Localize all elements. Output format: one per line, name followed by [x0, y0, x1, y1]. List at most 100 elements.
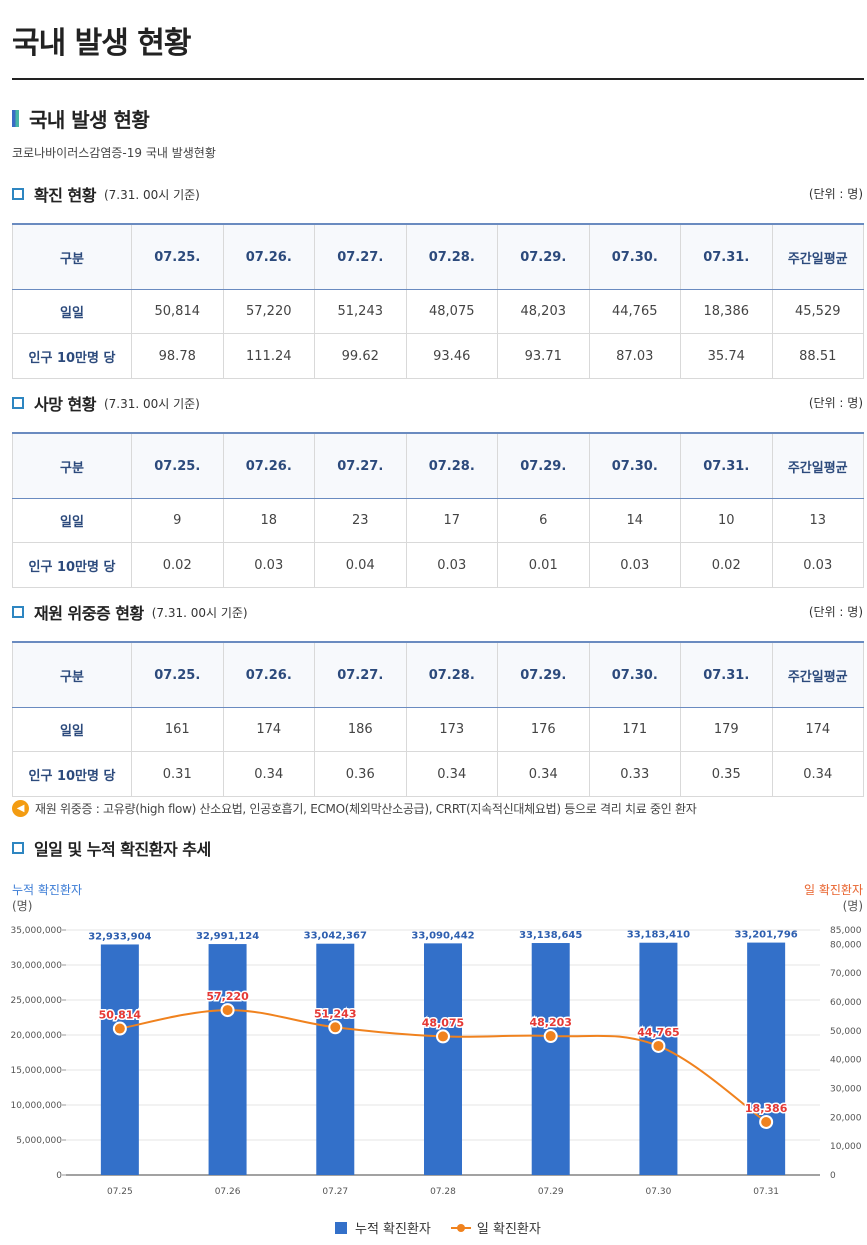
table-header-row: 구분 07.25. 07.26. 07.27. 07.28. 07.29. 07… — [12, 432, 864, 499]
header-cell: 07.27. — [314, 223, 407, 290]
table-header-row: 구분 07.25. 07.26. 07.27. 07.28. 07.29. 07… — [12, 223, 864, 290]
row-label: 인구 10만명 당 — [12, 542, 132, 588]
table-cell: 174 — [771, 707, 864, 752]
header-cell: 07.25. — [131, 223, 224, 290]
left-tick-label: 35,000,000 — [10, 926, 62, 936]
table-cell: 18,386 — [680, 289, 773, 334]
confirmed-title: 확진 현황 — [34, 186, 96, 205]
table-cell: 6 — [497, 498, 590, 543]
table-cell: 48,203 — [497, 289, 590, 334]
table-row: 일일 9 18 23 17 6 14 10 13 — [12, 498, 864, 543]
right-tick-label: 50,000 — [830, 1027, 862, 1037]
left-tick-label: 15,000,000 — [10, 1066, 62, 1076]
right-tick-label: 20,000 — [830, 1113, 862, 1123]
table-cell: 161 — [131, 707, 224, 752]
header-cell: 07.26. — [222, 432, 315, 499]
header-cell: 07.28. — [405, 223, 498, 290]
bar-cumulative — [208, 944, 247, 1175]
section-description: 코로나바이러스감염증-19 국내 발생현황 — [12, 146, 216, 160]
critical-note: (7.31. 00시 기준) — [151, 605, 248, 620]
bar-value-label: 33,183,410 — [627, 930, 690, 941]
row-label: 일일 — [12, 498, 132, 543]
table-cell: 0.03 — [588, 542, 681, 588]
header-cell: 07.28. — [405, 432, 498, 499]
x-tick-label: 07.27 — [322, 1187, 348, 1197]
left-axis-title: 누적 확진환자 — [12, 883, 82, 897]
square-bullet-icon — [12, 188, 24, 200]
line-point — [651, 1038, 666, 1053]
page-title: 국내 발생 현황 — [12, 26, 191, 61]
bar-cumulative — [316, 943, 355, 1175]
x-tick-label: 07.26 — [215, 1187, 241, 1197]
left-axis-unit: (명) — [12, 899, 32, 913]
row-label: 일일 — [12, 707, 132, 752]
table-row: 인구 10만명 당 0.02 0.03 0.04 0.03 0.01 0.03 … — [12, 542, 864, 588]
right-tick-label: 60,000 — [830, 998, 862, 1008]
confirmed-unit: (단위 : 명) — [808, 187, 863, 201]
table-row: 일일 50,814 57,220 51,243 48,075 48,203 44… — [12, 289, 864, 334]
left-tick-label: 20,000,000 — [10, 1031, 62, 1041]
right-tick-label: 40,000 — [830, 1056, 862, 1066]
table-cell: 0.04 — [314, 542, 407, 588]
header-cell: 주간일평균 — [771, 432, 864, 499]
x-tick-label: 07.29 — [538, 1187, 564, 1197]
line-value-label: 48,203 — [529, 1016, 571, 1029]
table-cell: 87.03 — [588, 333, 681, 379]
line-value-label: 18,386 — [745, 1102, 788, 1115]
table-cell: 10 — [680, 498, 773, 543]
deaths-title: 사망 현황 — [34, 395, 96, 414]
table-cell: 17 — [405, 498, 498, 543]
row-label: 인구 10만명 당 — [12, 333, 132, 379]
header-cell: 07.27. — [314, 432, 407, 499]
line-value-label: 50,814 — [99, 1009, 142, 1022]
table-cell: 0.34 — [771, 751, 864, 797]
table-row: 일일 161 174 186 173 176 171 179 174 — [12, 707, 864, 752]
deaths-heading: 사망 현황 (7.31. 00시 기준) — [12, 391, 200, 415]
table-cell: 0.03 — [405, 542, 498, 588]
table-cell: 88.51 — [771, 333, 864, 379]
section-title: 국내 발생 현황 — [12, 104, 150, 133]
table-cell: 99.62 — [314, 333, 407, 379]
left-tick-label: 25,000,000 — [10, 996, 62, 1006]
line-legend-swatch — [450, 1223, 471, 1232]
bar-legend-swatch — [335, 1221, 347, 1234]
table-cell: 13 — [771, 498, 864, 543]
x-tick-label: 07.31 — [753, 1187, 779, 1197]
header-cell: 주간일평균 — [771, 641, 864, 708]
table-cell: 14 — [588, 498, 681, 543]
table-cell: 0.01 — [497, 542, 590, 588]
header-cell: 07.31. — [680, 641, 773, 708]
square-bullet-icon — [12, 606, 24, 618]
header-cell: 07.27. — [314, 641, 407, 708]
section-marker-icon — [12, 110, 19, 127]
table-cell: 44,765 — [588, 289, 681, 334]
table-cell: 0.03 — [771, 542, 864, 588]
left-tick-label: 0 — [56, 1171, 62, 1181]
line-point — [220, 1003, 235, 1018]
table-cell: 50,814 — [131, 289, 224, 334]
table-cell: 23 — [314, 498, 407, 543]
line-point — [328, 1020, 343, 1035]
header-cell: 07.29. — [497, 432, 590, 499]
left-tick-label: 30,000,000 — [10, 961, 62, 971]
right-axis-title: 일 확진환자 — [804, 883, 863, 897]
bar-value-label: 33,090,442 — [411, 930, 474, 941]
header-cell: 07.26. — [222, 641, 315, 708]
header-cell: 07.28. — [405, 641, 498, 708]
critical-table: 구분 07.25. 07.26. 07.27. 07.28. 07.29. 07… — [12, 641, 864, 797]
table-cell: 0.33 — [588, 751, 681, 797]
table-cell: 93.71 — [497, 333, 590, 379]
table-header-row: 구분 07.25. 07.26. 07.27. 07.28. 07.29. 07… — [12, 641, 864, 708]
square-bullet-icon — [12, 842, 24, 854]
header-cell: 구분 — [12, 432, 132, 499]
header-cell: 07.25. — [131, 432, 224, 499]
table-cell: 51,243 — [314, 289, 407, 334]
square-bullet-icon — [12, 397, 24, 409]
header-cell: 07.29. — [497, 223, 590, 290]
header-cell: 07.26. — [222, 223, 315, 290]
line-point — [543, 1029, 558, 1044]
table-cell: 0.34 — [405, 751, 498, 797]
x-tick-label: 07.30 — [646, 1187, 672, 1197]
table-cell: 179 — [680, 707, 773, 752]
header-cell: 07.29. — [497, 641, 590, 708]
